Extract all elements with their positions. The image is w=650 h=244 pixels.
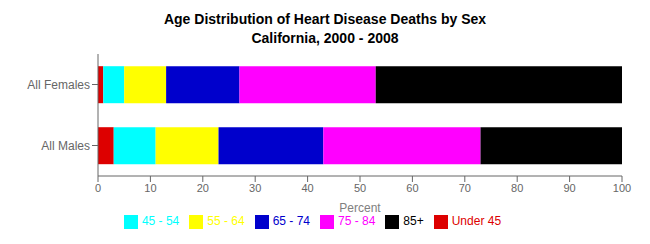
html-text:55 - 64: 55 - 64	[207, 214, 245, 228]
svg-text:70: 70	[459, 182, 471, 194]
html-text:Under 45: Under 45	[451, 214, 502, 228]
svg-text:10: 10	[144, 182, 156, 194]
html-text:Age Distribution of Heart Dise: Age Distribution of Heart Disease Deaths…	[164, 11, 486, 27]
svg-text:50: 50	[354, 182, 366, 194]
svg-text:Percent: Percent	[339, 201, 381, 215]
svg-text:0: 0	[95, 182, 101, 194]
html-text:California, 2000 - 2008: California, 2000 - 2008	[251, 30, 399, 46]
html-text:45 - 54: 45 - 54	[141, 214, 180, 228]
html-text:75 - 84: 75 - 84	[338, 214, 376, 228]
svg-text:All Females: All Females	[27, 78, 90, 92]
svg-text:100: 100	[613, 182, 631, 194]
svg-text:40: 40	[301, 182, 313, 194]
svg-text:30: 30	[249, 182, 261, 194]
svg-text:80: 80	[511, 182, 523, 194]
svg-text:60: 60	[406, 182, 418, 194]
html-text:85+: 85+	[403, 214, 424, 228]
svg-text:20: 20	[197, 182, 209, 194]
html-text:65 - 74: 65 - 74	[272, 214, 310, 228]
svg-text:All Males: All Males	[41, 139, 90, 153]
svg-text:90: 90	[563, 182, 575, 194]
